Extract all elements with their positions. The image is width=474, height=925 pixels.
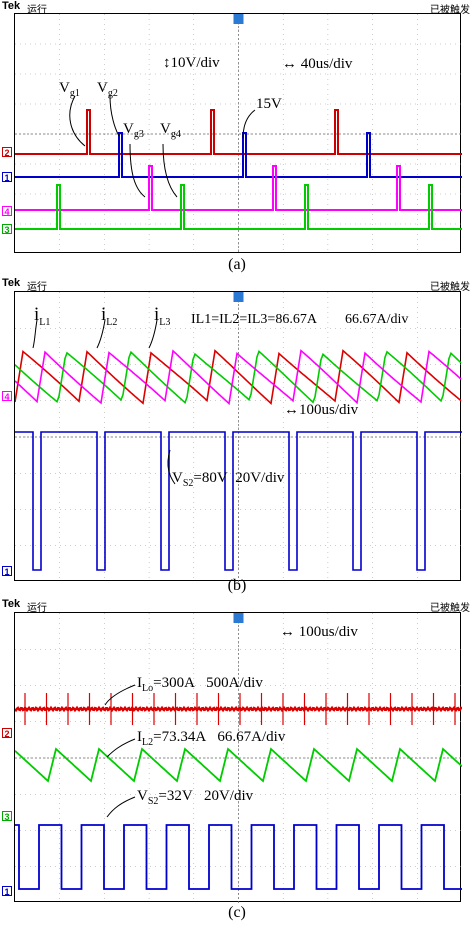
channel-marker: 2	[2, 147, 12, 158]
waveform-vs2	[15, 824, 462, 890]
waveform-vg2	[15, 132, 462, 178]
label-amp: 15V	[256, 96, 282, 112]
brand-label: Tek	[2, 598, 21, 610]
waveform-ilo	[15, 705, 462, 713]
panel-a: Tek 运行 已被触发 2 1 4 3 Vg1 Vg2 Vg3 Vg4 ↕10V…	[0, 0, 474, 285]
label-vs2: VS2=32V 20V/div	[137, 788, 254, 807]
annotation-arrow	[167, 449, 176, 485]
label-tscale: ↔ 40us/div	[282, 56, 353, 72]
waveform-plot-c	[15, 613, 462, 903]
caption-c: (c)	[228, 904, 246, 921]
annotation-arrow	[109, 95, 120, 137]
waveform-vg1	[15, 109, 462, 155]
brand-label: Tek	[2, 0, 21, 12]
label-ilo: ILo=300A 500A/div	[137, 675, 263, 694]
waveform-plot-b	[15, 292, 462, 582]
annotation-arrow	[106, 796, 136, 818]
waveform-plot-a	[15, 14, 462, 254]
annotation-arrow	[129, 143, 146, 198]
scope-header: Tek 运行 已被触发	[0, 277, 474, 293]
trigger-status: 已被触发	[430, 5, 470, 16]
waveform-vs2	[15, 431, 462, 571]
waveform-il3	[15, 349, 462, 406]
channel-marker: 1	[2, 172, 12, 183]
label-vs2: VS2=80V 20V/div	[172, 470, 285, 489]
panel-b: Tek 运行 已被触发 4 1 iL1 iL2 iL3 IL1=IL2=IL3=…	[0, 277, 474, 597]
label-tscale: ↔ 100us/div	[280, 624, 358, 640]
run-status: 运行	[27, 603, 47, 614]
channel-marker: 2	[2, 728, 12, 739]
label-vg1: Vg1	[59, 80, 80, 99]
label-tscale: ↔100us/div	[284, 402, 359, 418]
annotation-arrow	[106, 738, 136, 758]
brand-label: Tek	[2, 277, 21, 289]
annotation-arrow	[32, 319, 38, 349]
channel-marker: 4	[2, 391, 12, 402]
label-iscale: 66.67A/div	[345, 312, 409, 327]
scope-screen	[14, 291, 462, 582]
trigger-marker	[233, 613, 244, 623]
trigger-status: 已被触发	[430, 282, 470, 293]
annotation-arrow	[96, 319, 106, 349]
waveform-il2	[15, 747, 462, 783]
run-status: 运行	[27, 282, 47, 293]
label-il1: iL1	[34, 304, 51, 328]
trigger-marker	[233, 14, 244, 24]
channel-marker: 4	[2, 206, 12, 217]
trigger-marker	[233, 292, 244, 302]
label-vg3: Vg3	[123, 121, 144, 140]
scope-screen	[14, 612, 462, 903]
run-status: 运行	[27, 5, 47, 16]
channel-marker: 3	[2, 811, 12, 822]
waveform-il2	[15, 350, 462, 404]
label-currents: IL1=IL2=IL3=86.67A	[191, 312, 317, 327]
channel-marker: 1	[2, 886, 12, 897]
channel-marker: 1	[2, 566, 12, 577]
caption-a: (a)	[228, 256, 246, 273]
annotation-arrow	[162, 143, 178, 198]
annotation-arrow	[242, 109, 256, 139]
panel-c: Tek 运行 已被触发 2 3 1 ↔ 100us/div ILo=300A 5…	[0, 598, 474, 925]
label-il2: IL2=73.34A 66.67A/div	[137, 729, 286, 748]
waveform-vg4	[15, 184, 462, 230]
label-il2: iL2	[101, 304, 118, 328]
trigger-status: 已被触发	[430, 603, 470, 614]
caption-b: (b)	[227, 577, 247, 594]
channel-marker: 3	[2, 224, 12, 235]
waveform-il1	[15, 349, 462, 405]
waveform-vg3	[15, 165, 462, 211]
annotation-arrow	[69, 95, 86, 147]
annotation-arrow	[148, 319, 158, 349]
label-vscale: ↕10V/div	[163, 55, 220, 71]
label-il3: iL3	[154, 304, 171, 328]
scope-screen	[14, 13, 462, 254]
label-vg2: Vg2	[97, 80, 118, 99]
label-vg4: Vg4	[160, 121, 181, 140]
scope-header: Tek 运行 已被触发	[0, 598, 474, 614]
annotation-arrow	[104, 684, 136, 706]
scope-header: Tek 运行 已被触发	[0, 0, 474, 16]
